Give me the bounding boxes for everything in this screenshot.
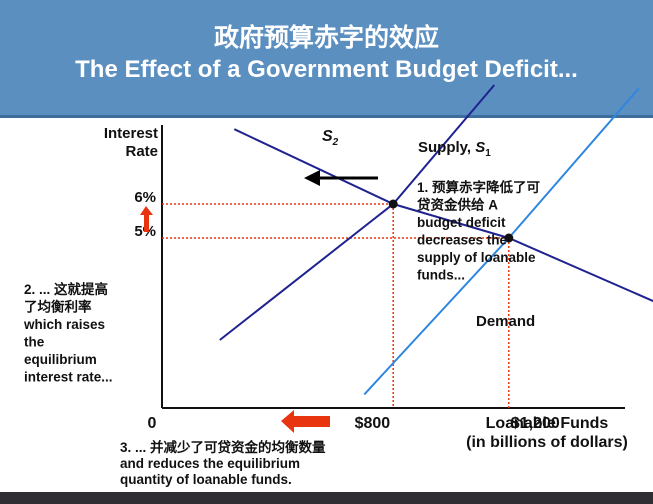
header-banner: 政府预算赤字的效应 The Effect of a Government Bud…: [0, 0, 653, 118]
supply-label: Supply, S1: [418, 139, 491, 159]
annotation-note1: 1. 预算赤字降低了可: [417, 179, 541, 195]
equilibrium-point: [504, 233, 514, 243]
y-axis-title: Rate: [125, 143, 158, 160]
bottom-bar: [0, 492, 653, 504]
annotation-note1: funds...: [417, 268, 465, 283]
demand-label: Demand: [476, 313, 535, 330]
annotation-note3: and reduces the equilibrium: [120, 456, 300, 471]
annotation-note2: interest rate...: [24, 370, 113, 385]
annotation-note3: 3. ... 并减少了可贷资金的均衡数量: [120, 439, 326, 455]
slide-title-english: The Effect of a Government Budget Defici…: [75, 56, 578, 83]
annotation-note3: quantity of loanable funds.: [120, 472, 292, 487]
annotation-note2: which raises: [23, 317, 105, 332]
annotation-note1: 贷资金供给 A: [417, 197, 498, 213]
annotation-note1: supply of loanable: [417, 250, 536, 265]
annotation-note1: decreases the: [417, 233, 508, 248]
y-tick-label: 6%: [134, 189, 156, 206]
x-tick-label: $1,200: [511, 415, 560, 432]
s2-label: S2: [322, 128, 339, 148]
annotation-note2: 2. ... 这就提高: [24, 281, 108, 297]
origin-label: 0: [148, 415, 157, 432]
annotation-note1: budget deficit: [417, 215, 506, 230]
x-axis-title: Loanable Funds: [486, 415, 609, 432]
y-axis-title: Interest: [104, 125, 158, 142]
slide-title-chinese: 政府预算赤字的效应: [213, 23, 439, 52]
x-axis-title: (in billions of dollars): [466, 434, 628, 451]
left-arrow-icon: [281, 410, 330, 433]
equilibrium-point: [388, 199, 398, 209]
up-arrow-icon: [140, 206, 153, 232]
supply-curve-s2: [219, 84, 496, 341]
annotation-note2: the: [24, 335, 45, 350]
demand-curve: [233, 128, 653, 303]
shift-arrow-icon: [304, 170, 320, 186]
annotation-note2: 了均衡利率: [24, 299, 92, 315]
annotation-note2: equilibrium: [24, 352, 97, 367]
x-tick-label: $800: [355, 415, 391, 432]
